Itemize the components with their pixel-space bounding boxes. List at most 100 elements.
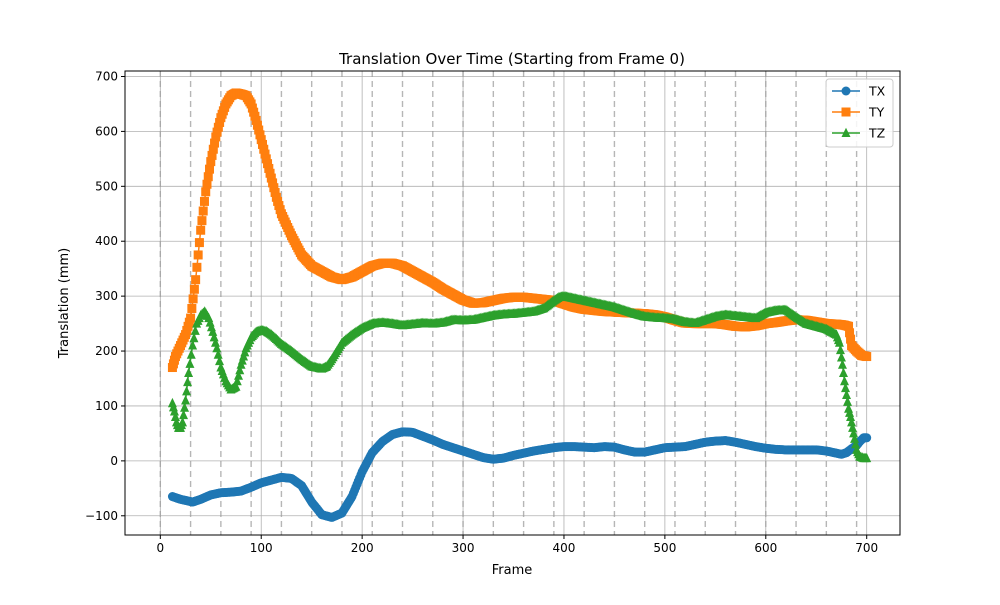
- data-point-tz: [179, 409, 189, 420]
- legend-marker: [841, 127, 851, 137]
- data-point-tz: [170, 411, 180, 421]
- data-point-ty: [206, 157, 216, 167]
- data-point-tz: [210, 337, 220, 347]
- data-point-ty: [215, 117, 225, 127]
- y-tick-label: 200: [95, 344, 118, 358]
- data-point-tz: [841, 382, 851, 393]
- data-point-ty: [192, 262, 202, 272]
- data-point-ty: [189, 284, 199, 294]
- data-point-ty: [269, 183, 279, 193]
- data-point-tz: [213, 349, 223, 359]
- grid: [125, 71, 900, 535]
- x-tick-label: 300: [452, 541, 475, 555]
- y-axis-label: Translation (mm): [57, 248, 72, 359]
- data-point-ty: [199, 196, 209, 206]
- data-point-ty: [270, 187, 280, 197]
- data-point-tz: [848, 422, 858, 432]
- y-tick-label: 300: [95, 289, 118, 303]
- data-point-ty: [260, 149, 270, 159]
- series-group: [167, 88, 872, 522]
- x-tick-label: 200: [351, 541, 374, 555]
- data-point-tz: [843, 396, 853, 406]
- data-point-tz: [209, 332, 219, 342]
- data-point-tz: [188, 340, 198, 350]
- x-axis-label: Frame: [492, 563, 533, 578]
- y-tick-label: 100: [95, 399, 118, 413]
- data-point-tz: [234, 370, 244, 380]
- data-point-tz: [169, 406, 179, 416]
- data-point-ty: [191, 275, 201, 285]
- data-point-ty: [846, 334, 856, 344]
- x-tick-label: 700: [855, 541, 878, 555]
- data-point-ty: [196, 225, 206, 235]
- x-tick-label: 0: [156, 541, 164, 555]
- data-point-ty: [205, 164, 215, 174]
- legend-marker: [841, 107, 851, 117]
- x-tick-label: 600: [754, 541, 777, 555]
- data-point-tz: [208, 326, 218, 336]
- data-point-ty: [188, 294, 198, 304]
- legend-label: TX: [868, 84, 886, 99]
- data-point-tz: [183, 376, 193, 387]
- data-point-tz: [190, 325, 200, 335]
- series-tx: [167, 427, 872, 522]
- data-point-ty: [203, 172, 213, 182]
- plot-frame: [124, 70, 901, 536]
- data-point-tz: [835, 344, 845, 355]
- data-point-ty: [266, 173, 276, 183]
- data-point-ty: [255, 130, 265, 140]
- data-point-tz: [846, 411, 856, 421]
- data-point-tz: [838, 367, 848, 378]
- data-point-ty: [197, 216, 207, 226]
- data-point-ty: [252, 120, 262, 130]
- data-point-tz: [212, 343, 222, 353]
- data-point-ty: [186, 313, 196, 323]
- data-point-tz: [215, 355, 225, 366]
- data-point-tz: [181, 395, 191, 405]
- data-point-tz: [850, 433, 860, 443]
- x-tick-label: 500: [653, 541, 676, 555]
- legend-label: TY: [868, 105, 885, 120]
- legend-item-tx: TX: [832, 84, 886, 99]
- data-point-ty: [268, 178, 278, 188]
- legend-marker: [841, 86, 851, 96]
- data-point-ty: [263, 159, 273, 169]
- legend: TX TY TZ: [825, 78, 894, 148]
- data-point-ty: [254, 125, 264, 135]
- data-point-ty: [862, 352, 872, 362]
- chart-title: Translation Over Time (Starting from Fra…: [338, 50, 685, 68]
- data-point-ty: [208, 144, 218, 154]
- y-tick-label: 600: [95, 124, 118, 138]
- data-point-ty: [201, 187, 211, 197]
- data-point-tz: [231, 381, 241, 391]
- data-point-ty: [211, 132, 221, 142]
- x-tick-label: 100: [250, 541, 273, 555]
- data-point-tz: [232, 375, 242, 386]
- data-point-tz: [839, 375, 849, 386]
- legend-label: TZ: [868, 126, 885, 141]
- data-point-ty: [194, 238, 204, 248]
- data-point-tz: [189, 332, 199, 343]
- data-point-ty: [251, 115, 261, 125]
- data-point-ty: [213, 122, 223, 132]
- legend-item-tz: TZ: [832, 126, 885, 141]
- data-point-ty: [845, 328, 855, 338]
- data-point-tz: [235, 364, 245, 375]
- legend-box: [825, 78, 894, 148]
- data-point-ty: [210, 138, 220, 148]
- legend-item-ty: TY: [832, 105, 885, 120]
- data-point-tz: [184, 367, 194, 378]
- data-point-ty: [193, 250, 203, 260]
- y-tick-label: −100: [85, 509, 118, 523]
- data-point-tz: [186, 349, 196, 359]
- data-point-tz: [849, 428, 859, 438]
- data-point-tz: [836, 352, 846, 362]
- data-point-tz: [180, 402, 190, 412]
- data-point-tz: [182, 386, 192, 396]
- data-point-ty: [257, 139, 267, 149]
- series-tz: [167, 290, 872, 463]
- y-tick-label: 700: [95, 69, 118, 83]
- data-point-ty: [265, 168, 275, 178]
- data-point-ty: [198, 206, 208, 216]
